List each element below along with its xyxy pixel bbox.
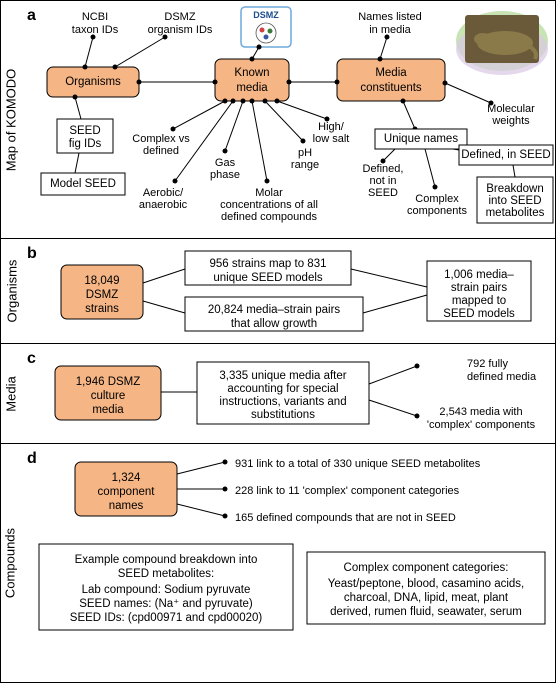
svg-text:weights: weights [491, 115, 530, 127]
svg-text:Molecular: Molecular [487, 103, 535, 115]
svg-text:component: component [98, 486, 156, 498]
svg-text:931 link to a total of 330 uni: 931 link to a total of 330 unique SEED m… [235, 458, 481, 470]
svg-text:DSMZ: DSMZ [164, 11, 195, 23]
svg-text:Aerobic/: Aerobic/ [143, 187, 184, 199]
panel-a-svg: DSMZ NCBI taxon IDs DSMZ organism IDs Na… [25, 1, 556, 239]
svg-text:substitutions: substitutions [251, 409, 315, 421]
svg-text:mapped to: mapped to [452, 295, 506, 307]
svg-text:constituents: constituents [360, 82, 422, 94]
svg-text:in media: in media [369, 24, 411, 36]
svg-text:Molar: Molar [255, 187, 283, 199]
svg-text:1,946 DSMZ: 1,946 DSMZ [76, 376, 141, 388]
svg-text:228 link to 11 'complex' compo: 228 link to 11 'complex' component categ… [235, 485, 460, 497]
svg-text:charcoal, DNA, lipid, meat, pl: charcoal, DNA, lipid, meat, plant [344, 592, 509, 604]
svg-text:Media: Media [375, 67, 407, 79]
panel-d-vlabel: Compounds [3, 518, 18, 608]
svg-text:'complex' components: 'complex' components [427, 419, 536, 431]
svg-text:that allow growth: that allow growth [231, 318, 317, 330]
svg-text:Complex component categories:: Complex component categories: [344, 562, 509, 574]
panel-a-vlabel: Map of KOMODO [4, 60, 19, 180]
svg-text:Complex vs: Complex vs [132, 133, 190, 145]
svg-text:metabolites: metabolites [486, 207, 545, 219]
dsmz-badge: DSMZ [241, 7, 291, 47]
svg-text:unique SEED models: unique SEED models [213, 272, 323, 284]
svg-text:956 strains map to 831: 956 strains map to 831 [210, 258, 327, 270]
svg-text:Unique names: Unique names [384, 133, 458, 145]
svg-text:pH: pH [298, 147, 312, 159]
svg-text:SEED: SEED [69, 125, 100, 137]
svg-text:Breakdown: Breakdown [486, 183, 544, 195]
svg-text:names: names [109, 500, 144, 512]
panel-b: Organisms b 18,049 DSMZ strains 956 stra… [1, 239, 555, 344]
svg-text:792 fully: 792 fully [467, 358, 508, 370]
svg-text:components: components [407, 205, 467, 217]
svg-text:phase: phase [210, 169, 240, 181]
svg-text:Yeast/peptone, blood, casamino: Yeast/peptone, blood, casamino acids, [328, 578, 525, 590]
svg-text:range: range [291, 159, 319, 171]
svg-text:1,324: 1,324 [112, 472, 141, 484]
svg-text:20,824 media–strain pairs: 20,824 media–strain pairs [208, 304, 341, 316]
svg-text:2,543 media with: 2,543 media with [439, 406, 522, 418]
figure: Map of KOMODO a DSMZ NCBI [0, 0, 556, 683]
svg-text:18,049: 18,049 [84, 275, 119, 287]
svg-text:High/: High/ [318, 121, 345, 133]
svg-text:derived, rumen fluid, seawater: derived, rumen fluid, seawater, serum [330, 606, 522, 618]
svg-text:media: media [92, 404, 124, 416]
svg-text:strains: strains [85, 303, 119, 315]
svg-text:media: media [236, 82, 268, 94]
svg-text:Gas: Gas [215, 157, 236, 169]
svg-text:Lab compound: Sodium pyruvate: Lab compound: Sodium pyruvate [82, 584, 251, 596]
svg-text:DSMZ: DSMZ [86, 289, 119, 301]
svg-text:Known: Known [234, 67, 269, 79]
svg-text:Defined,: Defined, [363, 163, 404, 175]
panel-c-svg: 1,946 DSMZ culture media 3,335 unique me… [25, 344, 556, 444]
panel-d: Compounds d 1,324 component names 931 li… [1, 444, 555, 682]
svg-text:Names listed: Names listed [358, 11, 422, 23]
svg-text:anaerobic: anaerobic [139, 199, 188, 211]
svg-text:165 defined compounds that are: 165 defined compounds that are not in SE… [235, 512, 456, 524]
svg-text:Defined, in SEED: Defined, in SEED [461, 149, 551, 161]
svg-text:SEED IDs: (cpd00971 and cpd000: SEED IDs: (cpd00971 and cpd00020) [70, 612, 263, 624]
svg-text:Model SEED: Model SEED [50, 178, 116, 190]
svg-text:accounting for special: accounting for special [227, 383, 338, 395]
panel-d-svg: 1,324 component names 931 link to a tota… [25, 444, 556, 682]
svg-text:organism IDs: organism IDs [148, 24, 213, 36]
svg-text:DSMZ: DSMZ [253, 10, 279, 20]
panel-a: Map of KOMODO a DSMZ NCBI [1, 1, 555, 239]
svg-text:SEED models: SEED models [443, 308, 515, 320]
svg-text:concentrations of all: concentrations of all [220, 199, 318, 211]
svg-text:culture: culture [91, 390, 126, 402]
panel-b-svg: 18,049 DSMZ strains 956 strains map to 8… [25, 239, 556, 344]
svg-text:fig IDs: fig IDs [69, 138, 102, 150]
panel-c: Media c 1,946 DSMZ culture media 3,335 u… [1, 344, 555, 444]
svg-text:SEED metabolites:: SEED metabolites: [118, 568, 215, 580]
svg-text:Complex: Complex [415, 193, 459, 205]
svg-text:1,006 media–: 1,006 media– [444, 269, 514, 281]
svg-text:defined compounds: defined compounds [221, 211, 318, 223]
svg-text:3,335 unique media after: 3,335 unique media after [219, 370, 346, 382]
panel-b-vlabel: Organisms [5, 246, 20, 336]
svg-text:defined: defined [143, 145, 179, 157]
komodo-image [456, 11, 548, 75]
svg-text:taxon IDs: taxon IDs [72, 24, 119, 36]
svg-text:strain pairs: strain pairs [451, 282, 507, 294]
panel-c-vlabel: Media [4, 364, 19, 424]
svg-text:Organisms: Organisms [65, 76, 121, 88]
svg-text:Example compound breakdown int: Example compound breakdown into [75, 554, 258, 566]
svg-text:SEED names: (Na⁺ and pyruvate): SEED names: (Na⁺ and pyruvate) [79, 598, 253, 610]
svg-text:instructions, variants and: instructions, variants and [219, 396, 346, 408]
svg-text:SEED: SEED [368, 187, 398, 199]
svg-text:defined media: defined media [467, 371, 537, 383]
svg-text:NCBI: NCBI [82, 11, 108, 23]
svg-text:not in: not in [370, 175, 397, 187]
svg-text:low salt: low salt [313, 133, 350, 145]
svg-text:into SEED: into SEED [488, 195, 541, 207]
